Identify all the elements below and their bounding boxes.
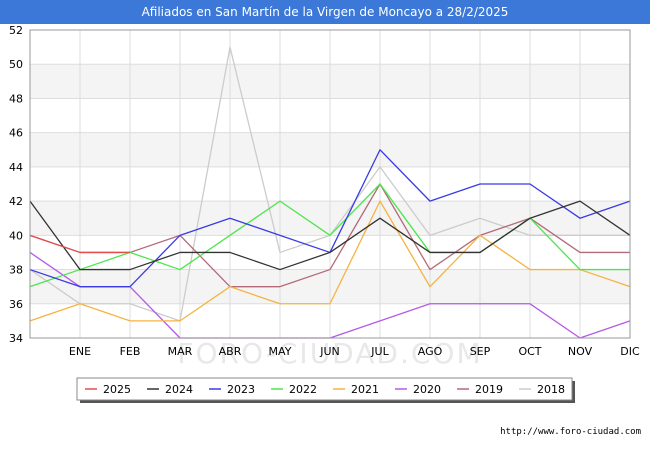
y-tick-label: 40 (9, 229, 23, 242)
x-tick-label: FEB (120, 345, 141, 358)
legend-label-2025: 2025 (103, 383, 131, 396)
series-line-2024 (29, 200, 631, 271)
legend-label-2021: 2021 (351, 383, 379, 396)
y-tick-label: 52 (9, 24, 23, 37)
x-tick-label: JUN (319, 345, 340, 358)
y-tick-label: 34 (9, 332, 23, 345)
footer-url: http://www.foro-ciudad.com (500, 427, 641, 437)
plot-frame (29, 29, 631, 339)
y-tick-label: 38 (9, 264, 23, 277)
x-tick-label: NOV (568, 345, 593, 358)
x-tick-label: JUL (370, 345, 389, 358)
x-tick-label: SEP (470, 345, 491, 358)
x-tick-label: MAR (168, 345, 193, 358)
y-tick-label: 44 (9, 161, 23, 174)
legend-label-2018: 2018 (537, 383, 565, 396)
chart-title: Afiliados en San Martín de la Virgen de … (0, 0, 650, 24)
x-tick-label: ABR (219, 345, 242, 358)
legend-label-2020: 2020 (413, 383, 441, 396)
y-tick-label: 42 (9, 195, 23, 208)
series-line-2025 (29, 234, 130, 254)
x-tick-label: MAY (269, 345, 292, 358)
y-tick-label: 50 (9, 58, 23, 71)
series-line-2021 (29, 200, 631, 322)
watermark: FORO-CIUDAD.COM (177, 337, 482, 370)
y-tick-label: 36 (9, 298, 23, 311)
y-tick-label: 48 (9, 92, 23, 105)
y-axis-ticks: 34 36 38 40 42 44 46 48 50 52 (9, 24, 23, 345)
x-tick-label: AGO (418, 345, 443, 358)
legend-box (76, 377, 573, 401)
legend-label-2019: 2019 (475, 383, 503, 396)
legend-label-2023: 2023 (227, 383, 255, 396)
x-tick-label: OCT (518, 345, 541, 358)
legend-label-2022: 2022 (289, 383, 317, 396)
legend-label-2024: 2024 (165, 383, 193, 396)
y-tick-label: 46 (9, 127, 23, 140)
x-axis-ticks: ENE FEB MAR ABR MAY JUN JUL AGO SEP OCT NOV DIC (69, 345, 640, 358)
legend: 2025 2024 2023 2022 2021 2020 2019 2018 (76, 377, 575, 403)
x-tick-label: DIC (620, 345, 640, 358)
x-tick-label: ENE (69, 345, 91, 358)
